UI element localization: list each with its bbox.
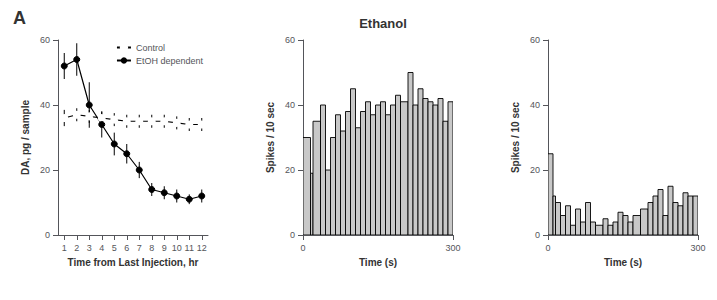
svg-text:Spikes / 10 sec: Spikes / 10 sec [265, 101, 276, 173]
svg-text:60: 60 [530, 35, 540, 45]
svg-text:9: 9 [162, 243, 167, 253]
svg-text:EtOH dependent: EtOH dependent [136, 56, 204, 66]
svg-text:20: 20 [40, 165, 50, 175]
svg-text:10: 10 [172, 243, 182, 253]
svg-text:11: 11 [185, 243, 194, 253]
svg-text:60: 60 [40, 35, 50, 45]
svg-text:40: 40 [530, 100, 540, 110]
svg-text:A: A [13, 8, 26, 28]
svg-text:0: 0 [45, 230, 50, 240]
svg-text:DA, pg / sample: DA, pg / sample [20, 100, 31, 175]
svg-text:300: 300 [445, 243, 460, 253]
svg-text:300: 300 [690, 243, 705, 253]
svg-text:4: 4 [99, 243, 104, 253]
svg-text:Control: Control [136, 43, 165, 53]
svg-text:60: 60 [285, 35, 295, 45]
svg-text:0: 0 [290, 230, 295, 240]
svg-text:20: 20 [285, 165, 295, 175]
svg-text:1: 1 [62, 243, 67, 253]
svg-text:20: 20 [530, 165, 540, 175]
svg-text:2: 2 [74, 243, 79, 253]
svg-text:0: 0 [545, 243, 550, 253]
svg-text:0: 0 [535, 230, 540, 240]
svg-text:8: 8 [149, 243, 154, 253]
svg-text:12: 12 [197, 243, 207, 253]
svg-text:Time from Last Injection, hr: Time from Last Injection, hr [68, 257, 199, 268]
svg-text:Ethanol: Ethanol [359, 16, 407, 31]
svg-text:6: 6 [124, 243, 129, 253]
svg-text:Spikes / 10 sec: Spikes / 10 sec [510, 101, 521, 173]
svg-text:40: 40 [40, 100, 50, 110]
svg-text:Time (s): Time (s) [359, 257, 397, 268]
svg-text:Time (s): Time (s) [604, 257, 642, 268]
svg-text:0: 0 [300, 243, 305, 253]
svg-text:7: 7 [137, 243, 142, 253]
svg-text:40: 40 [285, 100, 295, 110]
svg-text:3: 3 [87, 243, 92, 253]
svg-text:5: 5 [112, 243, 117, 253]
